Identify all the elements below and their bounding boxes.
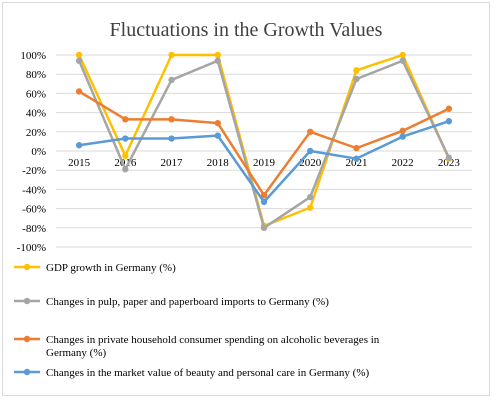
y-axis-tick-labels: 100% 80% 60% 40% 20% 0% -20% -40% -60% -80% -100% <box>17 50 46 254</box>
legend-label: Changes in the market value of beauty an… <box>46 367 369 379</box>
data-point <box>122 116 129 123</box>
y-tick-label: -60% <box>22 204 46 216</box>
y-tick-label: 20% <box>26 127 46 139</box>
x-tick-label: 2021 <box>345 157 367 169</box>
x-tick-label: 2018 <box>207 157 230 169</box>
data-point <box>214 119 221 127</box>
data-point <box>168 135 175 142</box>
data-point <box>399 51 406 59</box>
data-point <box>260 198 268 206</box>
y-tick-label: 40% <box>26 108 46 120</box>
series-3 <box>75 88 453 199</box>
data-point <box>307 193 314 201</box>
legend-label: GDP growth in Germany (%) <box>46 262 176 274</box>
data-point <box>307 204 314 211</box>
legend-label: Changes in pulp, paper and paperboard im… <box>46 296 329 308</box>
data-point <box>168 76 175 84</box>
data-point <box>122 152 129 159</box>
chart-title: Fluctuations in the Growth Values <box>110 19 383 41</box>
data-point <box>445 154 453 161</box>
series-4 <box>75 118 453 206</box>
legend-entry: Changes in pulp, paper and paperboard im… <box>14 296 329 308</box>
y-tick-label: -20% <box>22 165 46 177</box>
y-tick-label: 60% <box>26 88 46 100</box>
legend-swatch-marker <box>23 335 31 343</box>
y-tick-label: -80% <box>22 223 46 235</box>
y-tick-label: 0% <box>31 146 46 158</box>
data-point <box>307 147 314 155</box>
data-point <box>75 51 83 59</box>
y-tick-label: 100% <box>20 50 46 62</box>
x-tick-label: 2023 <box>438 157 461 169</box>
x-axis-tick-labels: 2015 2016 2017 2018 2019 2020 2021 2022 2023 <box>68 157 460 169</box>
y-tick-label: 80% <box>26 69 46 81</box>
legend-entry: Changes in private household consumer sp… <box>14 334 380 359</box>
x-tick-label: 2015 <box>68 157 91 169</box>
legend-label: Changes in private household consumer sp… <box>46 334 380 359</box>
data-point <box>307 128 314 135</box>
data-point <box>168 116 175 123</box>
data-point <box>75 57 83 64</box>
data-point <box>353 75 360 83</box>
data-point <box>353 155 360 162</box>
data-point <box>353 144 360 152</box>
data-point <box>445 105 453 112</box>
legend: GDP growth in Germany (%) Changes in pulp… <box>14 262 380 379</box>
data-point <box>399 133 406 140</box>
y-tick-label: -40% <box>22 184 46 196</box>
x-tick-label: 2022 <box>392 157 414 169</box>
legend-swatch-marker <box>23 263 31 271</box>
data-point <box>399 127 406 135</box>
data-point <box>122 135 129 142</box>
data-point <box>445 118 453 125</box>
legend-entry: GDP growth in Germany (%) <box>14 262 176 274</box>
y-tick-label: -100% <box>17 242 46 254</box>
data-point <box>399 57 406 64</box>
series-line <box>78 90 450 197</box>
data-point <box>353 67 360 74</box>
data-point <box>214 51 221 59</box>
legend-swatch-marker <box>23 368 31 376</box>
data-point <box>260 224 268 231</box>
x-tick-label: 2019 <box>253 157 276 169</box>
data-point <box>75 142 83 149</box>
data-point <box>168 51 175 59</box>
data-point <box>122 166 129 173</box>
legend-entry: Changes in the market value of beauty an… <box>14 367 369 379</box>
x-tick-label: 2017 <box>161 157 184 169</box>
data-point <box>75 88 83 95</box>
data-point <box>260 191 268 199</box>
legend-swatch-marker <box>23 297 31 305</box>
data-point <box>214 57 221 64</box>
series-lines <box>75 51 453 231</box>
x-tick-label: 2020 <box>299 157 322 169</box>
data-point <box>214 132 221 139</box>
